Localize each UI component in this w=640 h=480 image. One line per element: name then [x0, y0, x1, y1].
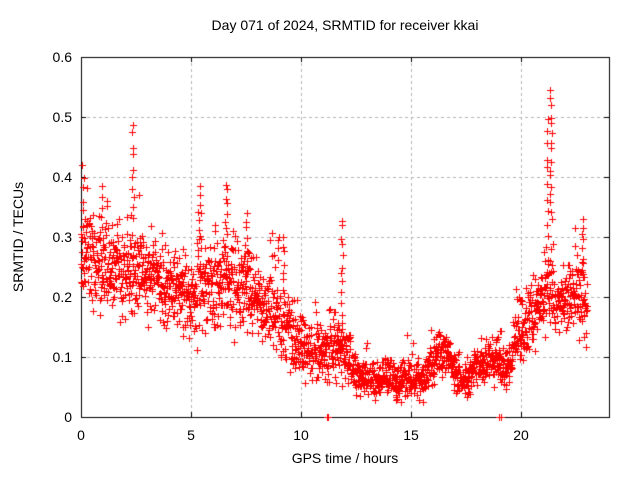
x-tick-label: 10: [293, 427, 309, 443]
y-tick-label: 0.1: [52, 349, 72, 365]
y-tick-label: 0.4: [52, 169, 72, 185]
y-tick-label: 0.5: [52, 109, 72, 125]
y-tick-label: 0: [64, 409, 72, 425]
x-axis-label: GPS time / hours: [291, 450, 399, 466]
x-tick-label: 5: [187, 427, 195, 443]
y-tick-label: 0.6: [52, 49, 72, 65]
x-tick-label: 20: [513, 427, 529, 443]
y-tick-label: 0.3: [52, 229, 72, 245]
x-tick-label: 0: [77, 427, 85, 443]
x-tick-label: 15: [403, 427, 419, 443]
y-tick-label: 0.2: [52, 289, 72, 305]
chart-title: Day 071 of 2024, SRMTID for receiver kka…: [211, 17, 479, 33]
